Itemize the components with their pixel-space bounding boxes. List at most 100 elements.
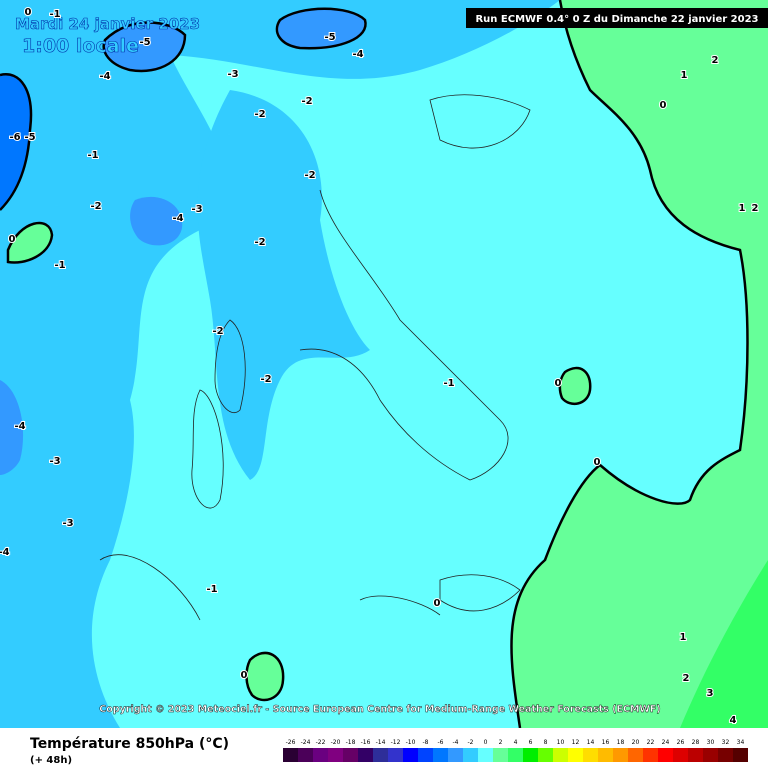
- legend-swatch: [373, 748, 388, 762]
- contour-label: 2: [712, 55, 719, 66]
- legend-label: 12: [572, 739, 580, 746]
- legend-label: 6: [529, 739, 533, 746]
- legend-label: 34: [737, 739, 745, 746]
- legend-swatch: [313, 748, 328, 762]
- footer-title: Température 850hPa (°C): [30, 736, 229, 752]
- contour-label: -1: [206, 584, 217, 595]
- contour-label: 2: [752, 203, 759, 214]
- zone-minus-six: [0, 74, 31, 210]
- legend-swatch: [583, 748, 598, 762]
- contour-label: -4: [172, 213, 183, 224]
- contour-label: 0: [660, 100, 667, 111]
- legend-label: 18: [617, 739, 625, 746]
- legend-swatch: [658, 748, 673, 762]
- legend-swatch: [628, 748, 643, 762]
- contour-label: -3: [62, 518, 73, 529]
- contour-label: 1: [739, 203, 746, 214]
- forecast-date: Mardi 24 janvier 2023: [15, 15, 200, 33]
- contour-label: -5: [139, 37, 150, 48]
- legend-label: 24: [662, 739, 670, 746]
- contour-label: 2: [683, 673, 690, 684]
- contour-label: 0: [9, 234, 16, 245]
- legend-label: -18: [346, 739, 356, 746]
- zone-warm: [680, 560, 768, 728]
- legend-label: -26: [286, 739, 296, 746]
- contour-labels: 0 -1 -5 -5 -4 -4 -3 -2 -2 -6 -5 -1 -2 -2 -4 -3 0 -2 -1 -2 -2…: [0, 6, 760, 727]
- contour-label: -3: [227, 69, 238, 80]
- contour-label: 3: [707, 688, 714, 699]
- contour-label: -2: [212, 326, 223, 337]
- legend-label: 14: [587, 739, 595, 746]
- zone-minus-four: [130, 196, 183, 246]
- legend-swatch: [508, 748, 523, 762]
- legend-label: 4: [514, 739, 518, 746]
- contour-label: -2: [254, 237, 265, 248]
- legend-label: 16: [602, 739, 610, 746]
- legend-label: -8: [423, 739, 429, 746]
- legend-label: 0: [484, 739, 488, 746]
- legend-label: 28: [692, 739, 700, 746]
- warm-patch: [245, 651, 285, 702]
- contour-label: -4: [14, 421, 25, 432]
- zone-minus-four-south: [0, 380, 24, 475]
- legend-swatch: [358, 748, 373, 762]
- coastlines: [99, 94, 531, 621]
- contour-label: 0: [25, 7, 32, 18]
- legend-swatch: [688, 748, 703, 762]
- contour-label: 0: [594, 457, 601, 468]
- legend-label: -10: [406, 739, 416, 746]
- legend-label: 20: [632, 739, 640, 746]
- footer-lead: (+ 48h): [30, 755, 72, 766]
- contour-label: -1: [87, 150, 98, 161]
- legend-label: 32: [722, 739, 730, 746]
- contour-label: -2: [254, 109, 265, 120]
- legend-label: -12: [391, 739, 401, 746]
- legend-swatch: [538, 748, 553, 762]
- contour-label: 1: [681, 70, 688, 81]
- legend-swatch: [403, 748, 418, 762]
- legend-swatch: [733, 748, 748, 762]
- legend-label: -22: [316, 739, 326, 746]
- legend-label: -24: [301, 739, 311, 746]
- legend-swatch: [613, 748, 628, 762]
- legend-swatch: [463, 748, 478, 762]
- contour-label: -1: [443, 378, 454, 389]
- legend-swatch: [388, 748, 403, 762]
- legend-label: -6: [438, 739, 444, 746]
- legend-swatch: [568, 748, 583, 762]
- legend-swatch: [523, 748, 538, 762]
- contour-label: -4: [99, 71, 110, 82]
- copyright: Copyright © 2023 Meteociel.fr - Source E…: [99, 704, 660, 715]
- contour-label: -2: [260, 374, 271, 385]
- legend-swatch: [328, 748, 343, 762]
- warm-patch: [6, 221, 54, 264]
- legend-swatch: [448, 748, 463, 762]
- forecast-time: 1:00 locale: [22, 35, 139, 57]
- contour-label: -5: [24, 132, 35, 143]
- color-legend: -26 -24 -22 -20 -18 -16 -14 -12 -10 -8 -6 -4 -2 0 2 4 6 8…: [283, 739, 748, 762]
- legend-swatch: [703, 748, 718, 762]
- legend-label: 26: [677, 739, 685, 746]
- legend-swatch: [493, 748, 508, 762]
- legend-label: 2: [499, 739, 503, 746]
- legend-swatch: [673, 748, 688, 762]
- contour-label: -2: [304, 170, 315, 181]
- contour-label: 4: [730, 715, 737, 726]
- contour-label: 0: [555, 378, 562, 389]
- legend-label: 8: [544, 739, 548, 746]
- contour-label: 0: [241, 670, 248, 681]
- zone-minus-five: [275, 7, 367, 50]
- contour-label: -4: [0, 547, 10, 558]
- contour-label: -2: [90, 201, 101, 212]
- legend-swatch: [478, 748, 493, 762]
- contour-label: -1: [54, 260, 65, 271]
- legend-swatch: [433, 748, 448, 762]
- legend-swatch: [643, 748, 658, 762]
- legend-label: 22: [647, 739, 655, 746]
- legend-label: 10: [557, 739, 565, 746]
- warm-patch: [558, 366, 592, 406]
- contour-label: -4: [352, 49, 363, 60]
- zone-minus-five-west: [102, 21, 187, 73]
- legend-swatch: [718, 748, 733, 762]
